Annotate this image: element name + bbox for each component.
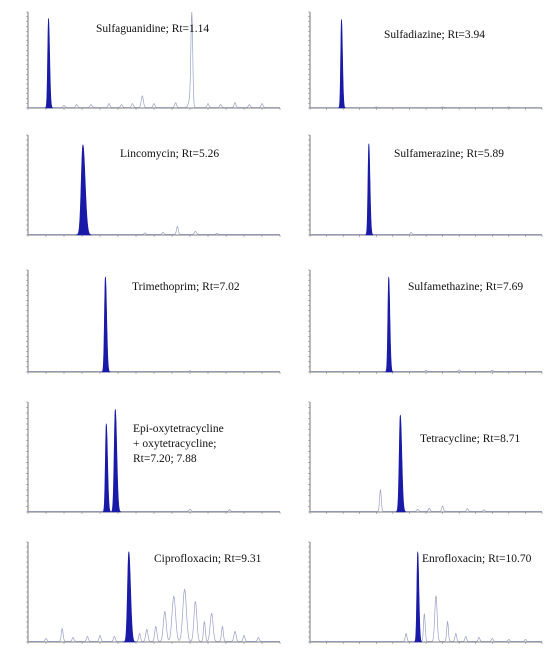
chart-title: Sulfadiazine; Rt=3.94: [384, 29, 486, 41]
chromatogram-svg: [308, 541, 543, 644]
chart-panel-2: Sulfadiazine; Rt=3.94: [288, 6, 548, 120]
chart-panel-10: Enrofloxacin; Rt=10.70: [288, 536, 548, 654]
filled-peak: [101, 276, 111, 373]
chromatogram-trace: [28, 144, 280, 235]
chart-panel-4: Sulfamerazine; Rt=5.89: [288, 129, 548, 247]
chart-panel-8: Tetracycline; Rt=8.71: [288, 396, 548, 524]
chromatogram-trace: [310, 21, 542, 108]
chromatogram-trace: [310, 143, 542, 235]
chromatogram-trace: [310, 553, 542, 642]
filled-peak: [123, 551, 136, 643]
filled-peak: [414, 551, 423, 643]
chromatogram-trace: [310, 415, 542, 512]
chart-panel-3: Lincomycin; Rt=5.26: [6, 129, 286, 247]
chromatogram-trace: [28, 11, 280, 108]
chart-title: Ciprofloxacin; Rt=9.31: [154, 553, 262, 565]
filled-peak: [385, 276, 394, 373]
chart-panel-6: Sulfamethazine; Rt=7.69: [288, 264, 548, 384]
chart-panel-1: Sulfaguanidine; Rt=1.14: [6, 6, 286, 120]
filled-peak: [76, 144, 92, 236]
filled-peak: [110, 409, 121, 513]
chromatogram-svg: [26, 401, 281, 514]
chromatogram-svg: [308, 134, 543, 237]
chart-title: Tetracycline; Rt=8.71: [420, 433, 521, 445]
chromatogram-svg: [308, 401, 543, 514]
chromatogram-svg: [26, 269, 281, 374]
chromatogram-trace: [28, 277, 280, 372]
filled-peak: [102, 423, 112, 513]
chromatogram-trace: [28, 409, 280, 512]
chart-title: Lincomycin; Rt=5.26: [120, 148, 220, 160]
chart-panel-7: Epi-oxytetracycline + oxytetracycline; R…: [6, 396, 286, 524]
chart-title: Epi-oxytetracycline + oxytetracycline; R…: [133, 423, 224, 465]
chromatogram-trace: [310, 278, 542, 372]
filled-peak: [365, 143, 374, 236]
chromatogram-svg: [26, 134, 281, 237]
chromatogram-trace: [28, 551, 280, 642]
chromatogram-svg: [308, 11, 543, 110]
filled-peak: [395, 414, 406, 513]
chart-title: Trimethoprim; Rt=7.02: [132, 281, 240, 293]
chart-title: Sulfamerazine; Rt=5.89: [394, 148, 504, 160]
chart-panel-9: Ciprofloxacin; Rt=9.31: [6, 536, 286, 654]
chromatogram-svg: [26, 11, 281, 110]
chart-title: Enrofloxacin; Rt=10.70: [422, 553, 532, 565]
chart-panel-5: Trimethoprim; Rt=7.02: [6, 264, 286, 384]
filled-peak: [338, 18, 346, 109]
chart-title: Sulfaguanidine; Rt=1.14: [96, 23, 210, 35]
chromatogram-svg: [26, 541, 281, 644]
chromatogram-svg: [308, 269, 543, 374]
chart-title: Sulfamethazine; Rt=7.69: [408, 281, 524, 293]
filled-peak: [44, 18, 53, 109]
